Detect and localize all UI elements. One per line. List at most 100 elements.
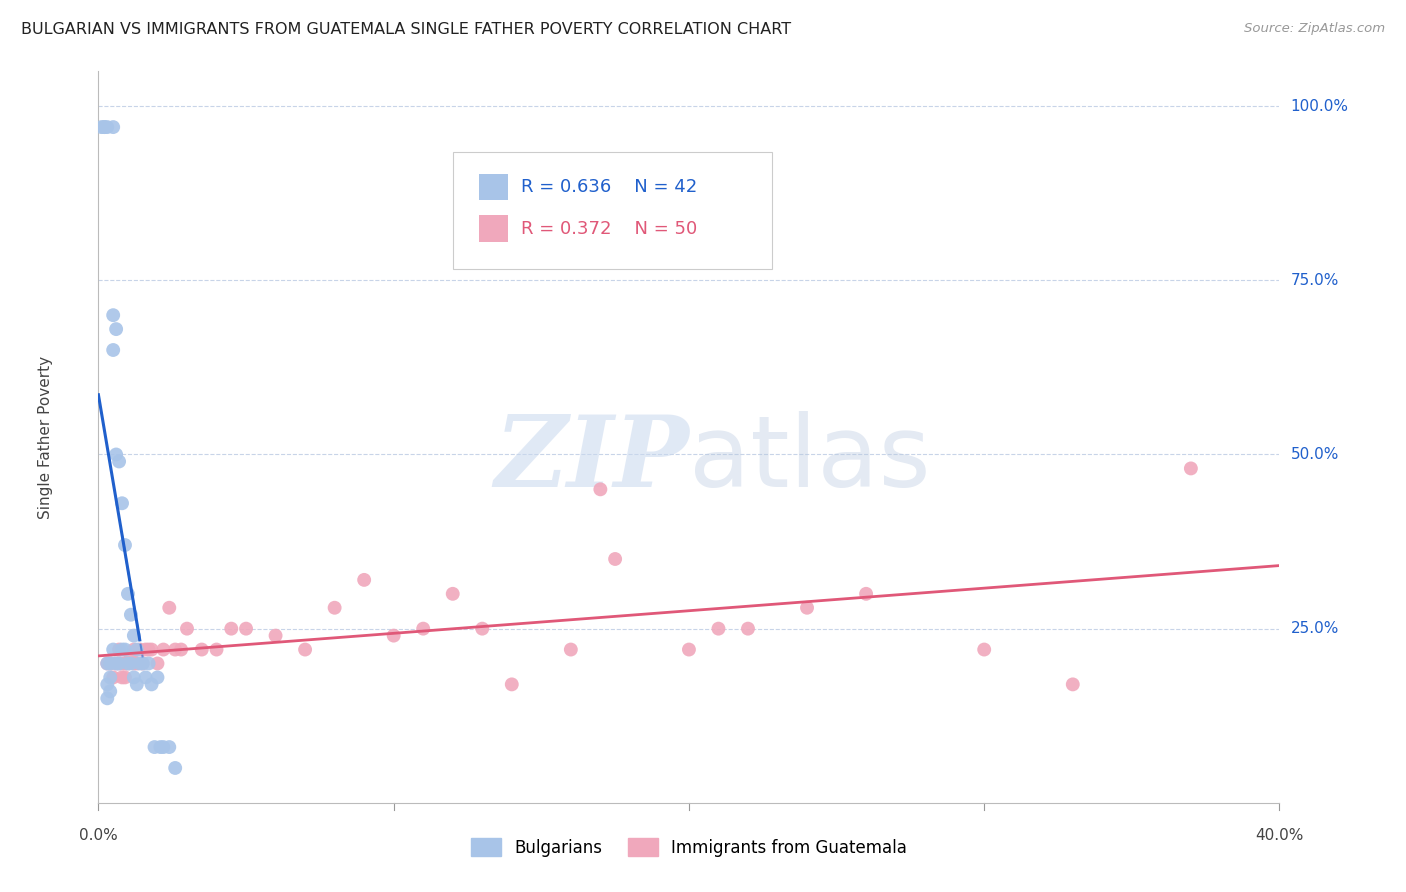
Point <box>589 483 612 497</box>
Point <box>111 496 134 510</box>
Point <box>98 684 121 698</box>
Point <box>165 761 187 775</box>
Point <box>796 600 818 615</box>
Point <box>98 657 121 671</box>
Point <box>117 587 139 601</box>
Point <box>973 642 995 657</box>
Point <box>191 642 214 657</box>
Point <box>125 657 148 671</box>
Point <box>146 670 169 684</box>
Point <box>143 740 166 755</box>
Point <box>105 657 128 671</box>
Point <box>96 677 118 691</box>
Point <box>114 538 136 552</box>
Point <box>235 622 257 636</box>
Point <box>165 642 187 657</box>
Point <box>294 642 316 657</box>
Point <box>103 308 125 322</box>
Point <box>138 657 160 671</box>
Point <box>157 600 180 615</box>
Point <box>96 120 118 134</box>
Point <box>108 454 131 468</box>
Point <box>98 657 121 671</box>
Point <box>125 642 148 657</box>
Point <box>96 657 118 671</box>
Point <box>122 670 145 684</box>
Point <box>560 642 582 657</box>
Point <box>152 740 174 755</box>
Text: BULGARIAN VS IMMIGRANTS FROM GUATEMALA SINGLE FATHER POVERTY CORRELATION CHART: BULGARIAN VS IMMIGRANTS FROM GUATEMALA S… <box>21 22 792 37</box>
Point <box>412 622 434 636</box>
Point <box>105 448 128 462</box>
Point <box>108 657 131 671</box>
Point <box>323 600 346 615</box>
Point <box>105 657 128 671</box>
Point <box>96 657 118 671</box>
Text: 75.0%: 75.0% <box>1291 273 1339 288</box>
Point <box>120 657 142 671</box>
Text: 0.0%: 0.0% <box>79 828 118 843</box>
Text: R = 0.636    N = 42: R = 0.636 N = 42 <box>522 178 697 196</box>
Point <box>122 657 145 671</box>
Point <box>122 629 145 643</box>
Text: 100.0%: 100.0% <box>1291 99 1348 113</box>
Point <box>605 552 627 566</box>
Point <box>141 642 163 657</box>
Point <box>90 120 112 134</box>
Point <box>103 120 125 134</box>
Text: 50.0%: 50.0% <box>1291 447 1339 462</box>
FancyBboxPatch shape <box>478 216 508 242</box>
Point <box>93 120 115 134</box>
Point <box>264 629 287 643</box>
Text: 25.0%: 25.0% <box>1291 621 1339 636</box>
Point <box>221 622 243 636</box>
Point <box>122 642 145 657</box>
Point <box>1062 677 1084 691</box>
Text: 40.0%: 40.0% <box>1256 828 1303 843</box>
Point <box>111 642 134 657</box>
Point <box>1180 461 1202 475</box>
Point <box>737 622 759 636</box>
Point <box>128 657 150 671</box>
Point <box>103 670 125 684</box>
Point <box>93 120 115 134</box>
Point <box>111 657 134 671</box>
Point <box>205 642 228 657</box>
Text: Source: ZipAtlas.com: Source: ZipAtlas.com <box>1244 22 1385 36</box>
Point <box>117 657 139 671</box>
Point <box>471 622 494 636</box>
Point <box>141 677 163 691</box>
Point <box>103 343 125 357</box>
Point <box>128 642 150 657</box>
Point <box>678 642 700 657</box>
Point <box>120 649 142 664</box>
Point <box>108 642 131 657</box>
Point <box>108 657 131 671</box>
Point <box>353 573 375 587</box>
Point <box>135 670 157 684</box>
Point <box>105 322 128 336</box>
Legend: Bulgarians, Immigrants from Guatemala: Bulgarians, Immigrants from Guatemala <box>471 838 907 856</box>
Point <box>114 642 136 657</box>
Point <box>855 587 877 601</box>
Point <box>152 642 174 657</box>
Point <box>132 657 155 671</box>
Point <box>135 642 157 657</box>
Text: atlas: atlas <box>689 410 931 508</box>
Text: R = 0.372    N = 50: R = 0.372 N = 50 <box>522 219 697 237</box>
Point <box>138 642 160 657</box>
Point <box>441 587 464 601</box>
Point <box>707 622 730 636</box>
FancyBboxPatch shape <box>453 152 772 268</box>
Point <box>103 642 125 657</box>
Point <box>157 740 180 755</box>
Text: ZIP: ZIP <box>494 411 689 508</box>
Point <box>125 677 148 691</box>
FancyBboxPatch shape <box>478 174 508 200</box>
Point <box>382 629 405 643</box>
Point <box>98 670 121 684</box>
Point <box>149 740 172 755</box>
Point <box>120 607 142 622</box>
Point <box>96 691 118 706</box>
Point <box>114 670 136 684</box>
